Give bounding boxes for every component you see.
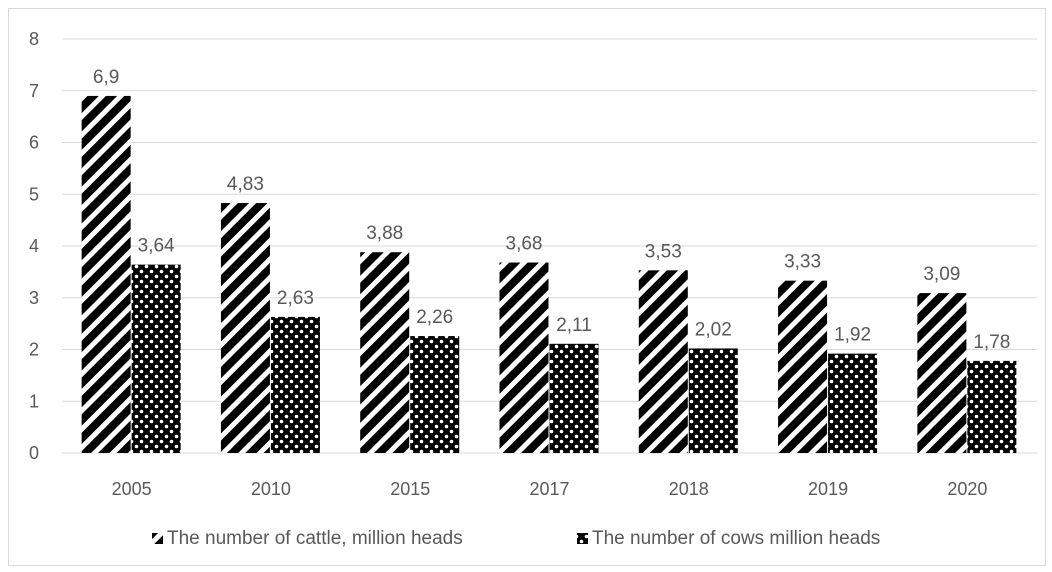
cattle-bar xyxy=(638,270,688,453)
cows-bar xyxy=(410,336,460,453)
cattle-value-label: 6,9 xyxy=(93,67,119,88)
legend: The number of cattle, million heads The n… xyxy=(152,528,880,549)
x-tick-label: 2018 xyxy=(669,479,709,499)
cattle-value-label: 3,09 xyxy=(923,264,960,285)
cattle-value-label: 3,88 xyxy=(366,223,403,244)
cows-value-label: 3,64 xyxy=(138,236,175,257)
cows-value-label: 2,26 xyxy=(416,307,453,328)
x-tick-label: 2020 xyxy=(947,479,987,499)
x-tick-label: 2010 xyxy=(251,479,291,499)
y-axis-ticks: 0 1 2 3 4 5 6 7 8 xyxy=(29,29,39,463)
y-tick-label: 2 xyxy=(29,340,39,360)
cows-value-label: 1,78 xyxy=(973,332,1010,353)
cattle-value-label: 4,83 xyxy=(227,174,264,195)
cattle-value-label: 3,68 xyxy=(506,234,543,255)
y-tick-label: 1 xyxy=(29,391,39,411)
y-tick-label: 7 xyxy=(29,81,39,101)
cattle-bar xyxy=(360,252,410,453)
y-tick-label: 3 xyxy=(29,288,39,308)
legend-swatch-cattle xyxy=(152,533,163,544)
cattle-bar xyxy=(778,280,828,453)
x-tick-label: 2019 xyxy=(808,479,848,499)
cows-value-label: 2,02 xyxy=(695,319,732,340)
x-tick-label: 2005 xyxy=(112,479,152,499)
cows-bar xyxy=(270,316,320,453)
x-tick-label: 2015 xyxy=(390,479,430,499)
cows-bar xyxy=(549,343,599,453)
y-tick-label: 0 xyxy=(29,443,39,463)
cows-value-label: 2,63 xyxy=(277,288,314,309)
y-tick-label: 5 xyxy=(29,184,39,204)
x-tick-label: 2017 xyxy=(529,479,569,499)
data-labels: 6,9 3,64 4,83 2,63 3,88 2,26 3,68 2,11 3,53 2,02 3… xyxy=(93,67,1010,353)
cows-bar xyxy=(828,353,878,453)
cows-bar xyxy=(688,348,738,453)
legend-label-cattle: The number of cattle, million heads xyxy=(167,528,463,549)
bars xyxy=(81,95,1017,454)
bar-chart: 0 1 2 3 4 5 6 7 8 6,9 3,64 4,83 2,63 3,88 2,26 3,68 2,1… xyxy=(29,29,1037,549)
y-tick-label: 6 xyxy=(29,133,39,153)
cows-value-label: 2,11 xyxy=(556,315,592,336)
cattle-bar xyxy=(917,293,967,453)
x-axis-ticks: 2005 2010 2015 2017 2018 2019 2020 xyxy=(112,479,988,499)
cattle-value-label: 3,33 xyxy=(784,252,821,273)
cattle-bar xyxy=(220,203,270,453)
cows-bar xyxy=(131,264,181,453)
legend-swatch-cows xyxy=(577,533,588,544)
chart-frame: 0 1 2 3 4 5 6 7 8 6,9 3,64 4,83 2,63 3,88 2,26 3,68 2,1… xyxy=(8,8,1046,566)
y-tick-label: 8 xyxy=(29,29,39,49)
cattle-bar xyxy=(499,262,549,453)
legend-label-cows: The number of cows million heads xyxy=(592,528,880,549)
cows-value-label: 1,92 xyxy=(834,325,871,346)
cattle-bar xyxy=(81,95,131,454)
y-tick-label: 4 xyxy=(29,236,39,256)
cows-bar xyxy=(967,360,1017,453)
cattle-value-label: 3,53 xyxy=(645,241,682,262)
